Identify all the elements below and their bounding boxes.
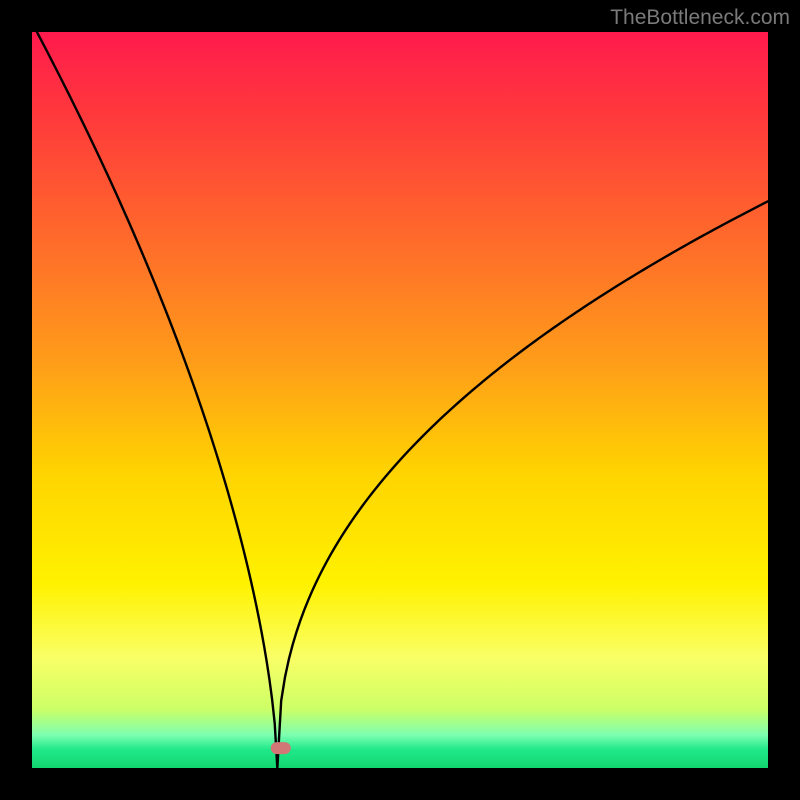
chart-background	[32, 32, 768, 768]
optimal-point-marker	[271, 742, 291, 754]
bottleneck-chart	[32, 32, 768, 768]
chart-frame: TheBottleneck.com	[0, 0, 800, 800]
watermark-text: TheBottleneck.com	[610, 6, 790, 30]
